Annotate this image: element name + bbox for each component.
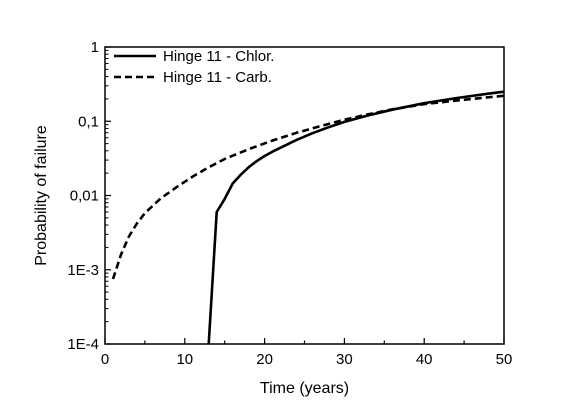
y-axis-label: Probability of failure (33, 125, 50, 266)
y-tick-label-0: 1E-4 (67, 336, 99, 353)
x-tick-label-50: 50 (496, 351, 513, 368)
legend: Hinge 11 - Chlor. Hinge 11 - Carb. (114, 48, 274, 86)
x-tick-label-30: 30 (336, 351, 353, 368)
x-tick-label-40: 40 (416, 351, 433, 368)
y-tick-label-2: 0,01 (70, 188, 99, 205)
y-axis-ticks: 1E-4 1E-3 0,01 0,1 1 (67, 39, 111, 353)
x-axis-ticks: 0 10 20 30 40 50 (101, 338, 513, 368)
legend-label-chlor: Hinge 11 - Chlor. (163, 48, 274, 65)
x-axis-label: Time (years) (260, 380, 349, 397)
series-line-0 (207, 90, 505, 345)
plot-frame (104, 46, 505, 345)
plot-content (111, 90, 505, 345)
x-tick-label-20: 20 (256, 351, 273, 368)
x-tick-label-0: 0 (101, 351, 109, 368)
y-tick-label-4: 1 (91, 39, 99, 56)
y-tick-label-1: 1E-3 (67, 262, 99, 279)
y-tick-label-3: 0,1 (78, 113, 99, 130)
x-tick-label-10: 10 (176, 351, 193, 368)
series-line-1 (111, 94, 505, 280)
legend-label-carb: Hinge 11 - Carb. (163, 69, 272, 86)
